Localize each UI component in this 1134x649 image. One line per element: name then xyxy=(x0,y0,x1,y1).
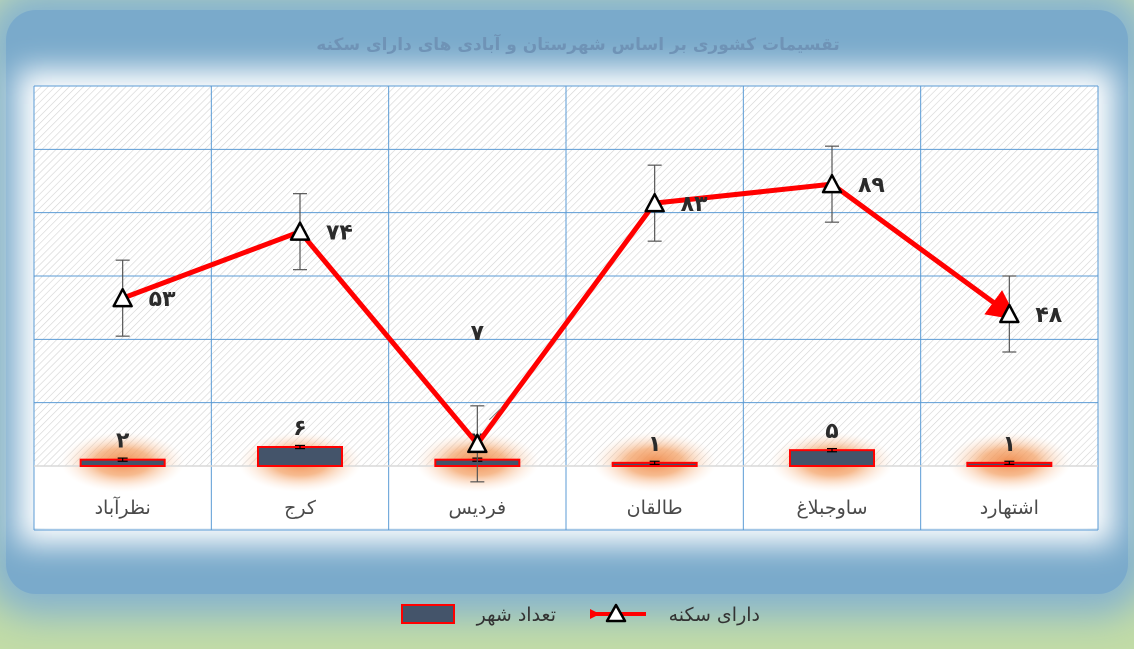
bar-value-label: ۱ xyxy=(1003,432,1016,457)
line-value-label: ۷۴ xyxy=(326,221,353,246)
category-label: نظرآباد xyxy=(95,495,151,519)
category-label: کرج xyxy=(284,497,317,519)
label-leader-line xyxy=(488,407,502,421)
legend-triangle-marker-icon xyxy=(605,603,627,623)
legend-label-line: دارای سکنه xyxy=(669,604,760,626)
line-value-label: ۸۹ xyxy=(858,173,885,198)
category-label: ساوجبلاغ xyxy=(796,497,867,519)
series-line xyxy=(121,181,1018,447)
line-value-label: ۷ xyxy=(471,321,485,346)
bar-5 xyxy=(257,446,343,467)
category-label: اشتهارد xyxy=(980,497,1039,519)
category-label: طالقان xyxy=(627,497,683,519)
line-marker-triangle xyxy=(467,433,488,454)
bar-value-label: ۵ xyxy=(825,419,838,444)
line-marker-triangle xyxy=(289,221,311,241)
line-value-label: ۴۸ xyxy=(1035,303,1062,328)
line-marker-triangle xyxy=(821,173,843,194)
chart-title: تقسیمات کشوری بر اساس شهرستان و آبادی ها… xyxy=(316,33,839,55)
line-marker-triangle xyxy=(112,287,133,308)
bar-value-label: ۲ xyxy=(116,429,130,454)
legend-arrow-icon xyxy=(590,609,600,619)
bar-value-label: ۱ xyxy=(648,432,661,457)
line-marker-triangle xyxy=(999,303,1020,324)
category-label: فردیس xyxy=(449,497,507,519)
legend: تعداد شهر دارای سکنه xyxy=(401,603,760,626)
legend-label-bar: تعداد شهر xyxy=(476,604,556,626)
line-marker-triangle xyxy=(644,192,665,213)
line-value-label: ۸۳ xyxy=(681,192,708,217)
bar-value-label: ۶ xyxy=(293,416,306,441)
legend-swatch-bar xyxy=(401,604,455,624)
bar-2 xyxy=(789,449,875,467)
line-value-label: ۵۳ xyxy=(149,287,176,312)
